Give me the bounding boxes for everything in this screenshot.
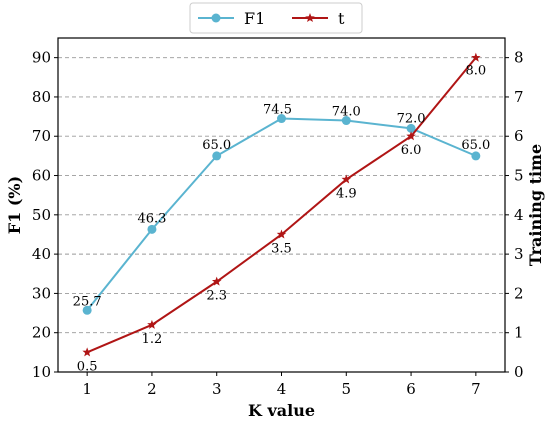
legend-box xyxy=(189,2,363,34)
legend-label-F1: F1 xyxy=(244,9,265,28)
data-point-F1 xyxy=(212,151,222,161)
x-tick-label: 2 xyxy=(147,380,157,398)
data-label-F1: 65.0 xyxy=(461,138,490,153)
data-point-F1 xyxy=(82,305,92,315)
data-point-F1 xyxy=(341,116,351,126)
y-tick-label: 70 xyxy=(32,127,51,145)
x-tick-label: 4 xyxy=(277,380,287,398)
y-tick-label: 90 xyxy=(32,49,51,67)
y2-axis-title: Training time xyxy=(526,144,545,266)
data-point-F1 xyxy=(147,224,157,234)
plot-frame xyxy=(57,37,506,373)
data-label-t: 1.2 xyxy=(142,332,163,347)
data-label-t: 4.9 xyxy=(336,186,357,201)
y-tick-label: 80 xyxy=(32,88,51,106)
series xyxy=(82,52,481,357)
data-label-F1: 65.0 xyxy=(202,138,231,153)
legend-label-t: t xyxy=(338,9,345,28)
data-label-F1: 46.3 xyxy=(137,211,166,226)
legend-marker-t xyxy=(305,13,315,23)
x-tick-label: 7 xyxy=(471,380,481,398)
y2-tick-label: 5 xyxy=(514,167,524,185)
data-label-t: 2.3 xyxy=(206,289,227,304)
data-point-t xyxy=(341,174,352,184)
y2-tick-label: 3 xyxy=(514,245,524,263)
y-tick-label: 50 xyxy=(32,206,51,224)
data-point-t xyxy=(147,319,157,329)
grid xyxy=(58,57,505,334)
x-tick-label: 6 xyxy=(406,380,416,398)
y-tick-label: 30 xyxy=(32,284,51,302)
data-label-t: 8.0 xyxy=(466,64,487,79)
legend: F1 t xyxy=(189,2,363,34)
y-tick-label: 60 xyxy=(32,167,51,185)
data-label-F1: 74.5 xyxy=(263,103,292,118)
y-tick-label: 40 xyxy=(32,245,51,263)
data-point-t xyxy=(471,52,481,62)
x-tick-label: 5 xyxy=(342,380,352,398)
data-labels: 25.7 46.3 65.0 74.5 74.0 72.0 65.0 0.5 1.2 2.3 3.5… xyxy=(73,64,491,375)
data-label-t: 3.5 xyxy=(271,241,292,256)
data-label-t: 6.0 xyxy=(401,143,422,158)
data-label-F1: 25.7 xyxy=(73,294,102,309)
data-point-t xyxy=(276,229,287,239)
y2-tick-label: 0 xyxy=(514,363,524,381)
data-label-F1: 72.0 xyxy=(397,111,426,126)
y2-tick-label: 8 xyxy=(514,49,524,67)
data-label-t: 0.5 xyxy=(77,359,98,374)
y-tick-label: 20 xyxy=(32,324,51,342)
y2-tick-label: 2 xyxy=(514,284,524,302)
y2-tick-label: 7 xyxy=(514,88,524,106)
legend-marker-F1 xyxy=(211,13,221,23)
data-point-t xyxy=(211,276,222,286)
axes: 10 20 30 40 50 60 70 80 90 0 1 2 3 4 5 6 7 8 1 2 3 4 5 6 7 xyxy=(32,49,524,398)
y-tick-label: 10 xyxy=(32,363,51,381)
data-point-t xyxy=(406,131,416,141)
data-point-F1 xyxy=(277,114,286,124)
x-tick-label: 3 xyxy=(212,380,222,398)
data-point-F1 xyxy=(406,123,416,133)
y-axis-title: F1 (%) xyxy=(5,176,24,234)
x-axis-title: K value xyxy=(248,401,315,420)
data-label-F1: 74.0 xyxy=(332,105,361,120)
y2-tick-label: 6 xyxy=(514,127,524,145)
data-point-F1 xyxy=(471,151,481,161)
x-tick-label: 1 xyxy=(82,380,92,398)
data-point-t xyxy=(82,347,92,357)
y2-tick-label: 4 xyxy=(514,206,524,224)
y2-tick-label: 1 xyxy=(514,324,524,342)
